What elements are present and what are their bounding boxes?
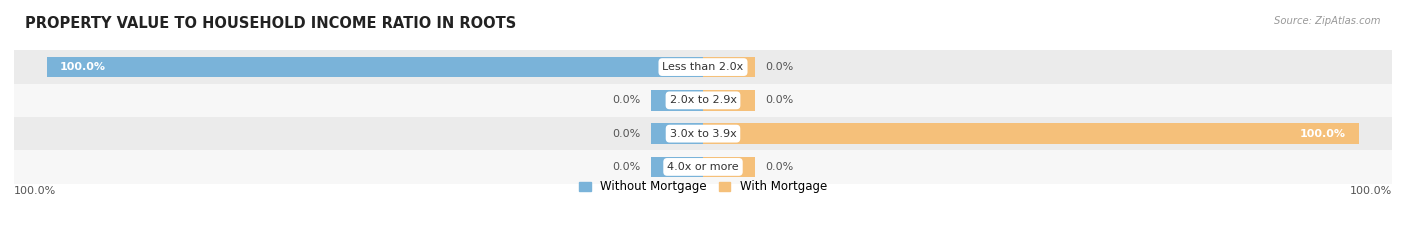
Text: 0.0%: 0.0% (613, 95, 641, 105)
Text: 0.0%: 0.0% (765, 162, 793, 172)
Text: 100.0%: 100.0% (1350, 186, 1392, 196)
Text: 4.0x or more: 4.0x or more (668, 162, 738, 172)
Text: 0.0%: 0.0% (613, 162, 641, 172)
Bar (703, 123, 1360, 144)
Text: 0.0%: 0.0% (613, 129, 641, 139)
Text: 3.0x to 3.9x: 3.0x to 3.9x (669, 129, 737, 139)
Bar (703, 57, 755, 77)
Bar (651, 157, 703, 177)
Bar (651, 123, 703, 144)
Bar (14, 51, 1392, 84)
Legend: Without Mortgage, With Mortgage: Without Mortgage, With Mortgage (579, 180, 827, 194)
Text: Less than 2.0x: Less than 2.0x (662, 62, 744, 72)
Bar (46, 57, 703, 77)
Text: 100.0%: 100.0% (14, 186, 56, 196)
Bar (14, 117, 1392, 150)
Text: 100.0%: 100.0% (1301, 129, 1346, 139)
Bar (14, 84, 1392, 117)
Text: 100.0%: 100.0% (60, 62, 105, 72)
Bar (703, 90, 755, 111)
Text: 2.0x to 2.9x: 2.0x to 2.9x (669, 95, 737, 105)
Text: PROPERTY VALUE TO HOUSEHOLD INCOME RATIO IN ROOTS: PROPERTY VALUE TO HOUSEHOLD INCOME RATIO… (25, 16, 516, 31)
Bar (703, 157, 755, 177)
Bar (651, 90, 703, 111)
Text: 0.0%: 0.0% (765, 62, 793, 72)
Text: Source: ZipAtlas.com: Source: ZipAtlas.com (1274, 16, 1381, 26)
Bar (14, 150, 1392, 183)
Text: 0.0%: 0.0% (765, 95, 793, 105)
